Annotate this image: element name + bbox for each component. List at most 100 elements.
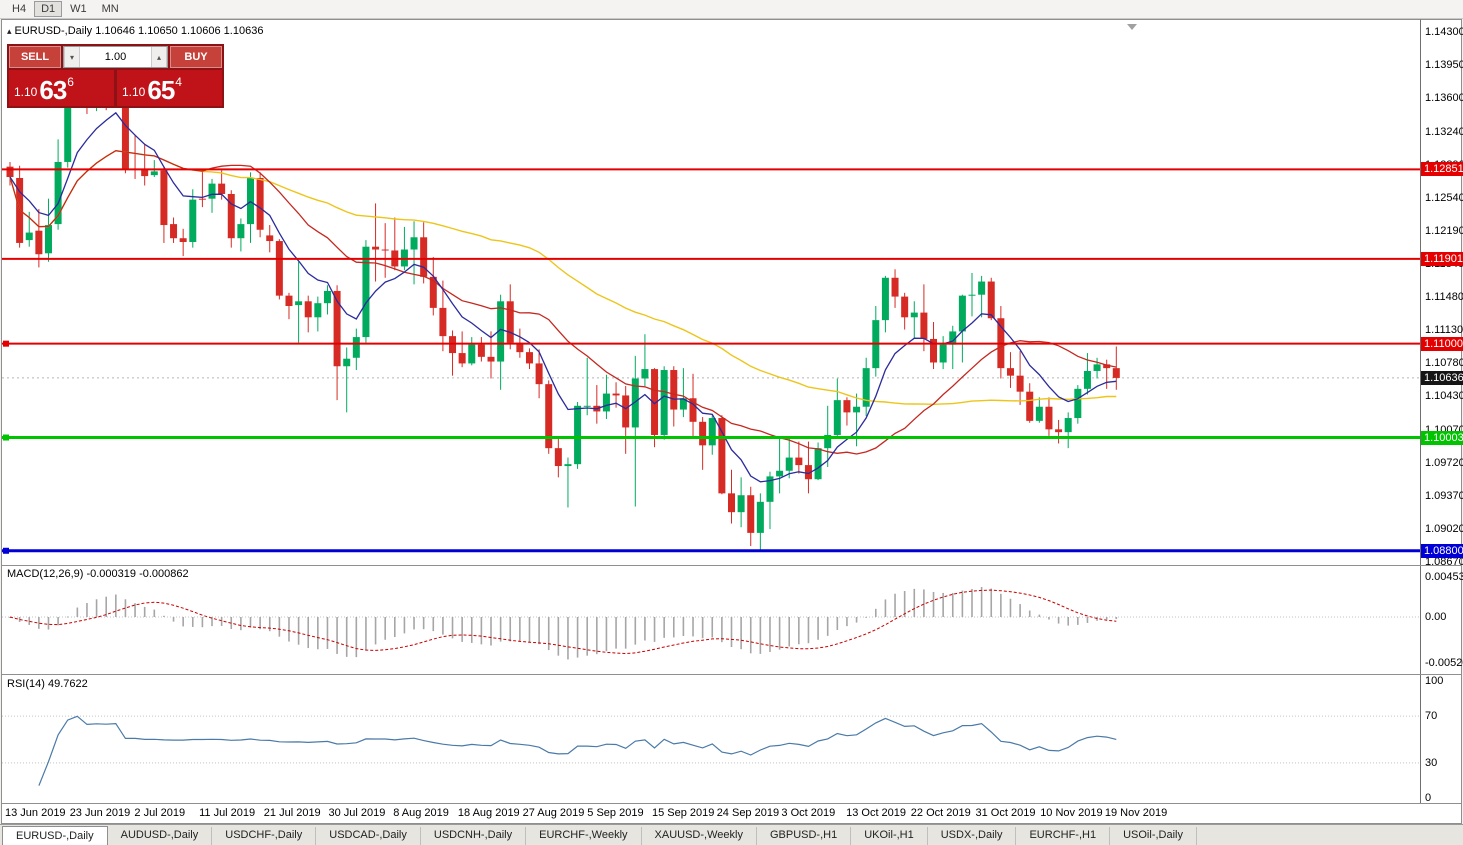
candle-body — [1074, 388, 1082, 419]
date-label: 11 Jul 2019 — [199, 807, 256, 819]
macd-histogram-bar — [490, 617, 492, 646]
sell-price-display[interactable]: 1.10 63 6 — [9, 70, 114, 106]
candle-body — [64, 90, 72, 162]
macd-histogram-bar — [345, 617, 348, 657]
candle-body — [670, 370, 678, 410]
candle-body — [766, 476, 774, 502]
macd-histogram-bar — [817, 617, 819, 640]
price-scale-label: 1.14300 — [1425, 26, 1463, 38]
candle-body — [352, 337, 360, 358]
candle-body — [121, 94, 129, 170]
macd-signal-line — [9, 589, 1117, 655]
macd-histogram-bar — [788, 617, 791, 647]
chart-tab-audusd-daily[interactable]: AUDUSD-,Daily — [108, 827, 213, 845]
line-drag-handle[interactable] — [3, 547, 9, 554]
candle-body — [602, 393, 610, 412]
candle-body — [679, 398, 687, 410]
volume-increase-button[interactable]: ▴ — [151, 47, 167, 67]
macd-scale-label: 0.004536 — [1425, 571, 1463, 584]
sell-price-prefix: 1.10 — [14, 85, 38, 100]
chart-tab-usdcnh-daily[interactable]: USDCNH-,Daily — [421, 827, 527, 845]
candle-body — [939, 344, 947, 363]
candle-body — [314, 303, 322, 318]
buy-button[interactable]: BUY — [170, 46, 222, 68]
chart-tab-xauusd-weekly[interactable]: XAUUSD-,Weekly — [642, 827, 757, 845]
macd-histogram-bar — [711, 617, 714, 638]
candle-body — [958, 295, 966, 332]
macd-histogram-bar — [1115, 617, 1118, 620]
one-click-prices-row: 1.10 63 6 1.10 65 4 — [9, 70, 222, 106]
rsi-scale-label: 70 — [1425, 710, 1438, 723]
candle-body — [1016, 375, 1024, 392]
macd-histogram-bar — [624, 617, 627, 649]
macd-histogram-bar — [653, 617, 656, 642]
chart-tab-eurusd-daily[interactable]: EURUSD-,Daily — [2, 826, 108, 845]
one-click-collapse-icon[interactable]: ▴ — [7, 26, 12, 36]
timeframe-button-d1[interactable]: D1 — [34, 1, 63, 17]
macd-histogram-bar — [1048, 617, 1050, 620]
macd-histogram-bar — [961, 590, 964, 617]
candle-body — [429, 276, 437, 308]
macd-histogram-bar — [326, 617, 329, 649]
chart-tab-eurchf-h1[interactable]: EURCHF-,H1 — [1016, 827, 1111, 845]
candle-body — [227, 193, 235, 239]
chart-tab-usoil-daily[interactable]: USOil-,Daily — [1110, 827, 1197, 845]
macd-histogram-bar — [884, 599, 887, 617]
macd-histogram-bar — [865, 616, 867, 618]
macd-histogram-bar — [682, 617, 685, 636]
chart-tab-ukoil-h1[interactable]: UKOil-,H1 — [851, 827, 928, 845]
volume-control: ▾ ▴ — [63, 46, 168, 68]
macd-histogram-bar — [663, 617, 665, 638]
candle-body — [304, 301, 312, 318]
line-drag-handle[interactable] — [3, 340, 9, 347]
macd-histogram-bar — [509, 617, 512, 642]
date-label: 15 Sep 2019 — [652, 807, 715, 819]
chart-tab-usdcad-daily[interactable]: USDCAD-,Daily — [316, 827, 421, 845]
macd-histogram-bar — [211, 617, 213, 627]
macd-histogram-bar — [644, 617, 646, 641]
one-click-controls-row: SELL ▾ ▴ BUY — [9, 46, 222, 68]
line-drag-handle[interactable] — [3, 434, 9, 441]
date-label: 5 Sep 2019 — [587, 807, 644, 819]
macd-histogram-bar — [442, 617, 444, 635]
chart-title: ▴ EURUSD-,Daily 1.10646 1.10650 1.10606 1… — [7, 25, 263, 37]
macd-histogram-bar — [1057, 617, 1060, 624]
buy-price-pip-digit: 4 — [175, 75, 182, 89]
macd-histogram-bar — [105, 596, 107, 617]
timeframe-button-w1[interactable]: W1 — [63, 1, 94, 17]
chart-tab-gbpusd-h1[interactable]: GBPUSD-,H1 — [757, 827, 852, 845]
candle-body — [853, 406, 861, 413]
candle-body — [410, 237, 418, 250]
sell-button[interactable]: SELL — [9, 46, 61, 68]
timeframe-button-mn[interactable]: MN — [95, 1, 126, 17]
macd-histogram-bar — [432, 617, 435, 632]
macd-histogram-bar — [153, 609, 156, 617]
timeframe-button-h4[interactable]: H4 — [5, 1, 33, 17]
candle-body — [35, 230, 43, 255]
chart-shift-marker-icon[interactable] — [1127, 24, 1137, 30]
candle-body — [901, 296, 909, 318]
chart-tab-eurchf-weekly[interactable]: EURCHF-,Weekly — [526, 827, 642, 845]
buy-price-display[interactable]: 1.10 65 4 — [117, 70, 222, 106]
macd-histogram-bar — [365, 617, 367, 651]
volume-decrease-button[interactable]: ▾ — [64, 47, 80, 67]
candle-body — [160, 170, 168, 226]
volume-input[interactable] — [80, 47, 151, 67]
candle-body — [1112, 368, 1120, 378]
candle-body — [525, 352, 533, 364]
date-label: 21 Jul 2019 — [263, 807, 321, 819]
candle-body — [949, 331, 957, 345]
chart-tab-usdchf-daily[interactable]: USDCHF-,Daily — [212, 827, 317, 845]
macd-histogram-bar — [1000, 593, 1002, 617]
date-label: 13 Oct 2019 — [846, 807, 907, 819]
chart-tab-usdx-daily[interactable]: USDX-,Daily — [928, 827, 1017, 845]
date-label: 2 Jul 2019 — [134, 807, 186, 819]
candle-body — [862, 368, 870, 407]
candle-body — [622, 395, 630, 428]
candle-body — [1064, 418, 1072, 433]
macd-histogram-bar — [855, 617, 858, 623]
candle-body — [458, 353, 466, 364]
macd-histogram-bar — [798, 617, 800, 645]
macd-histogram-bar — [749, 617, 752, 654]
